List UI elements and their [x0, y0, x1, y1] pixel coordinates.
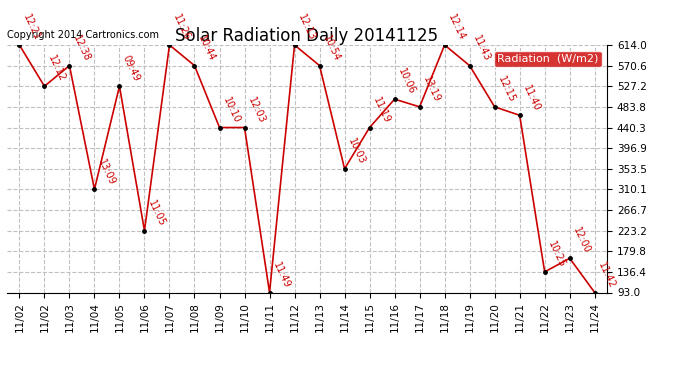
Text: 12:14: 12:14	[446, 13, 467, 42]
Text: 10:06: 10:06	[396, 67, 417, 96]
Title: Solar Radiation Daily 20141125: Solar Radiation Daily 20141125	[175, 27, 439, 45]
Text: 11:05: 11:05	[146, 198, 167, 228]
Text: 12:15: 12:15	[496, 75, 517, 104]
Text: 10:44: 10:44	[196, 33, 217, 63]
Text: 11:40: 11:40	[521, 83, 542, 112]
Text: 12:03: 12:03	[246, 95, 267, 125]
Text: 12:00: 12:00	[571, 226, 592, 255]
Text: 12:12: 12:12	[46, 54, 67, 84]
Text: 13:09: 13:09	[96, 157, 117, 187]
Text: Copyright 2014 Cartronics.com: Copyright 2014 Cartronics.com	[7, 30, 159, 40]
Text: 12:21: 12:21	[21, 13, 41, 42]
Legend: Radiation  (W/m2): Radiation (W/m2)	[493, 51, 602, 67]
Text: 10:25: 10:25	[546, 240, 567, 269]
Text: 11:49: 11:49	[271, 260, 292, 290]
Text: 12:38: 12:38	[71, 33, 92, 63]
Text: 10:03: 10:03	[346, 136, 367, 166]
Text: 11:19: 11:19	[371, 95, 392, 125]
Text: 11:42: 11:42	[596, 260, 617, 290]
Text: 10:10: 10:10	[221, 95, 242, 125]
Text: 12:13: 12:13	[296, 13, 317, 42]
Text: 11:43: 11:43	[471, 33, 492, 63]
Text: 10:54: 10:54	[321, 33, 342, 63]
Text: 11:26: 11:26	[171, 13, 192, 42]
Text: 13:19: 13:19	[421, 75, 442, 104]
Text: 09:49: 09:49	[121, 54, 141, 84]
